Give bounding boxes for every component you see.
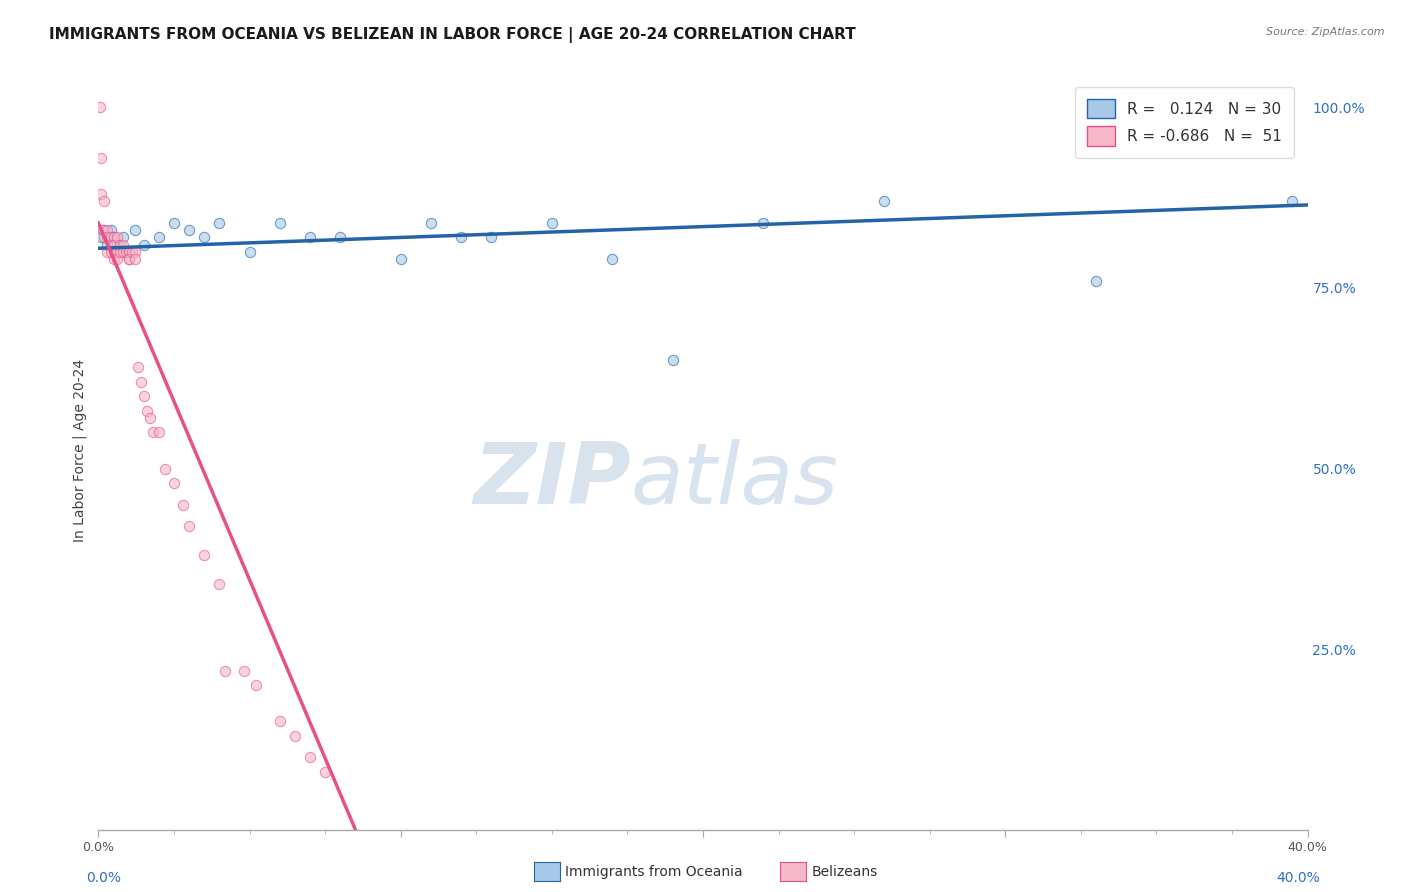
Point bbox=[299, 750, 322, 764]
Point bbox=[1085, 274, 1108, 288]
Point bbox=[232, 664, 254, 678]
Point bbox=[208, 216, 231, 230]
Point bbox=[90, 187, 112, 202]
Point bbox=[105, 244, 128, 259]
Point bbox=[96, 223, 118, 237]
Point bbox=[540, 216, 562, 230]
Point bbox=[89, 100, 111, 114]
Point bbox=[111, 230, 134, 244]
Point bbox=[103, 230, 125, 244]
Point bbox=[179, 519, 201, 533]
Point bbox=[193, 548, 215, 562]
Point bbox=[108, 244, 131, 259]
Point bbox=[148, 230, 170, 244]
Point bbox=[118, 252, 141, 266]
Point bbox=[124, 252, 146, 266]
Point bbox=[96, 244, 118, 259]
Point bbox=[127, 360, 149, 375]
Point bbox=[148, 425, 170, 440]
Text: Belizeans: Belizeans bbox=[811, 865, 877, 880]
Point bbox=[163, 475, 186, 490]
Text: 0.0%: 0.0% bbox=[86, 871, 121, 885]
Point bbox=[208, 577, 231, 591]
Point bbox=[172, 498, 194, 512]
Point bbox=[103, 252, 125, 266]
Point bbox=[103, 237, 125, 252]
Point bbox=[105, 230, 128, 244]
Point bbox=[142, 425, 165, 440]
Point bbox=[105, 252, 128, 266]
Point bbox=[93, 194, 115, 209]
Point bbox=[420, 216, 443, 230]
Point bbox=[132, 237, 155, 252]
Point bbox=[108, 237, 131, 252]
Point bbox=[314, 764, 336, 779]
Point bbox=[239, 244, 262, 259]
Point bbox=[90, 230, 112, 244]
Point bbox=[139, 411, 162, 425]
Point bbox=[129, 375, 152, 389]
Text: ZIP: ZIP bbox=[472, 439, 630, 523]
Legend: R =   0.124   N = 30, R = -0.686   N =  51: R = 0.124 N = 30, R = -0.686 N = 51 bbox=[1074, 87, 1294, 158]
Point bbox=[135, 403, 157, 417]
Point bbox=[103, 244, 125, 259]
Point bbox=[163, 216, 186, 230]
Text: 40.0%: 40.0% bbox=[1275, 871, 1320, 885]
Point bbox=[873, 194, 896, 209]
Point bbox=[661, 353, 683, 368]
Point bbox=[214, 664, 236, 678]
Point bbox=[132, 389, 155, 403]
Point bbox=[450, 230, 472, 244]
Point bbox=[93, 223, 115, 237]
Point bbox=[118, 244, 141, 259]
Point bbox=[389, 252, 412, 266]
Point bbox=[245, 678, 267, 692]
Point bbox=[91, 223, 114, 237]
Point bbox=[90, 151, 112, 165]
Point bbox=[96, 237, 118, 252]
Point bbox=[121, 244, 143, 259]
Point bbox=[100, 230, 122, 244]
Point bbox=[118, 244, 141, 259]
Point bbox=[602, 252, 624, 266]
Point bbox=[124, 244, 146, 259]
Point bbox=[179, 223, 201, 237]
Point bbox=[111, 237, 134, 252]
Point bbox=[114, 244, 136, 259]
Point bbox=[105, 237, 128, 252]
Point bbox=[269, 216, 291, 230]
Point bbox=[299, 230, 322, 244]
Point bbox=[193, 230, 215, 244]
Text: Immigrants from Oceania: Immigrants from Oceania bbox=[565, 865, 742, 880]
Point bbox=[118, 252, 141, 266]
Point bbox=[100, 244, 122, 259]
Text: IMMIGRANTS FROM OCEANIA VS BELIZEAN IN LABOR FORCE | AGE 20-24 CORRELATION CHART: IMMIGRANTS FROM OCEANIA VS BELIZEAN IN L… bbox=[49, 27, 856, 43]
Point bbox=[269, 714, 291, 729]
Point bbox=[93, 230, 115, 244]
Point bbox=[752, 216, 775, 230]
Text: Source: ZipAtlas.com: Source: ZipAtlas.com bbox=[1267, 27, 1385, 37]
Point bbox=[1281, 194, 1303, 209]
Point bbox=[111, 244, 134, 259]
Y-axis label: In Labor Force | Age 20-24: In Labor Force | Age 20-24 bbox=[73, 359, 87, 542]
Point bbox=[153, 461, 176, 475]
Point bbox=[100, 223, 122, 237]
Point bbox=[124, 223, 146, 237]
Point bbox=[284, 729, 307, 743]
Point bbox=[96, 230, 118, 244]
Point bbox=[481, 230, 503, 244]
Point bbox=[103, 230, 125, 244]
Point bbox=[100, 237, 122, 252]
Point bbox=[329, 230, 352, 244]
Text: atlas: atlas bbox=[630, 439, 838, 523]
Point bbox=[118, 244, 141, 259]
